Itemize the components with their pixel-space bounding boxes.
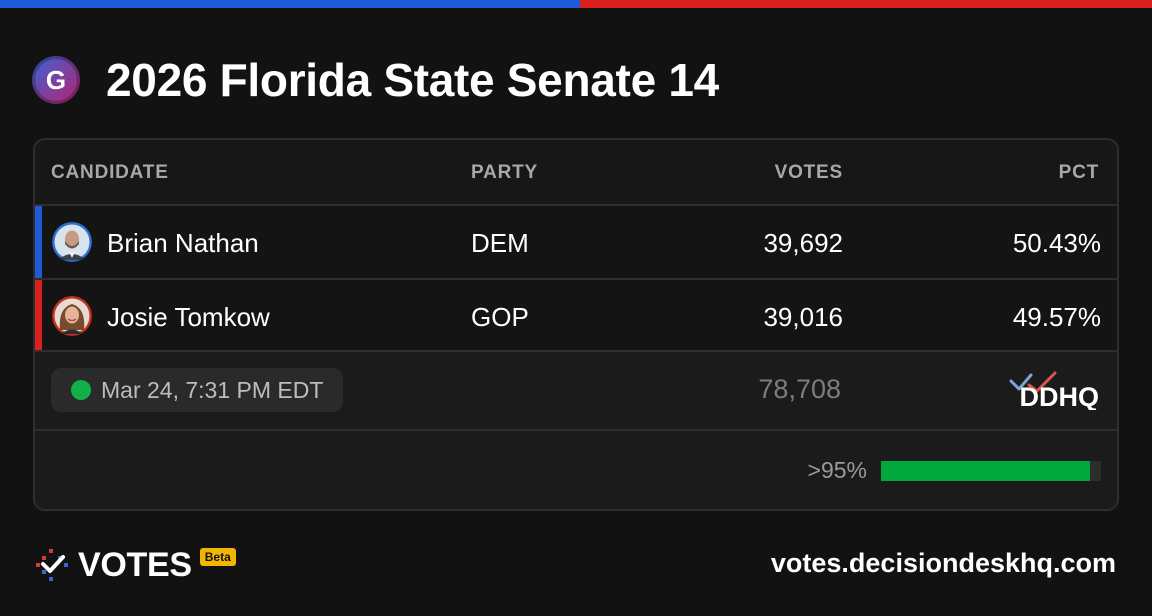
candidate-votes: 39,692 [763, 228, 843, 258]
total-votes: 78,708 [758, 374, 841, 404]
results-table: CANDIDATE PARTY VOTES PCT Brian Nathan D… [33, 138, 1119, 511]
votes-wordmark: VOTES [78, 545, 192, 584]
reporting-progress-bar [881, 461, 1101, 481]
reporting-percent: >95% [807, 457, 867, 483]
table-row[interactable]: Brian Nathan DEM 39,692 50.43% [35, 206, 1117, 278]
dem-color-bar [0, 0, 580, 8]
candidate-party: GOP [471, 302, 529, 332]
reporting-row: >95% [35, 431, 1117, 509]
summary-row: Mar 24, 7:31 PM EDT 78,708 DDHQ [35, 352, 1117, 429]
candidate-pct: 49.57% [1012, 302, 1101, 332]
column-header-candidate: CANDIDATE [51, 162, 169, 183]
table-divider [35, 278, 1117, 280]
party-stripe-gop [35, 280, 42, 352]
table-header: CANDIDATE PARTY VOTES PCT [35, 140, 1117, 204]
candidate-avatar [52, 296, 92, 336]
candidate-votes: 39,016 [763, 302, 843, 332]
live-status-dot-icon [71, 380, 91, 400]
ddhq-logo: DDHQ [1009, 370, 1101, 412]
table-divider [35, 429, 1117, 431]
candidate-pct: 50.43% [1012, 228, 1101, 258]
column-header-party: PARTY [471, 162, 538, 183]
votes-brand: VOTES Beta [34, 545, 236, 585]
page-header: G 2026 Florida State Senate 14 [32, 52, 719, 108]
candidate-avatar [52, 222, 92, 262]
last-updated-time: Mar 24, 7:31 PM EDT [101, 376, 324, 403]
svg-text:DDHQ: DDHQ [1020, 382, 1100, 410]
votes-logo-icon [36, 549, 68, 581]
party-color-bar [0, 0, 1152, 8]
party-stripe-dem [35, 206, 42, 278]
column-header-votes: VOTES [774, 162, 843, 183]
table-row[interactable]: Josie Tomkow GOP 39,016 49.57% [35, 280, 1117, 352]
table-divider [35, 350, 1117, 352]
site-url[interactable]: votes.decisiondeskhq.com [770, 548, 1116, 578]
candidate-name: Brian Nathan [107, 228, 259, 258]
last-updated-pill: Mar 24, 7:31 PM EDT [51, 368, 344, 412]
reporting-progress-fill [881, 461, 1090, 481]
candidate-party: DEM [471, 228, 529, 258]
ballot-logo-icon: G [32, 56, 80, 104]
candidate-name: Josie Tomkow [107, 302, 270, 332]
beta-badge: Beta [199, 548, 236, 566]
table-divider [35, 204, 1117, 206]
column-header-pct: PCT [1058, 162, 1099, 183]
page-title: 2026 Florida State Senate 14 [106, 54, 719, 106]
gop-color-bar [580, 0, 1152, 8]
